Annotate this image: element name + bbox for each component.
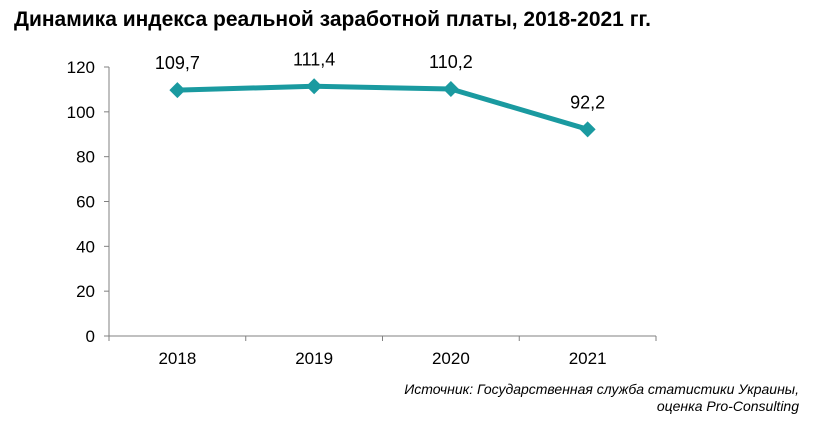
y-tick-label: 0 xyxy=(86,327,95,346)
data-label: 109,7 xyxy=(155,53,200,73)
y-tick-label: 40 xyxy=(76,237,95,256)
source-line-2: оценка Pro-Consulting xyxy=(656,398,799,414)
series-line-group xyxy=(169,78,596,138)
source-line-1: Источник: Государственная служба статист… xyxy=(404,381,799,397)
x-axis: 2018 2019 2020 2021 xyxy=(108,335,657,368)
x-tick-label: 2021 xyxy=(569,349,607,368)
data-point xyxy=(306,78,323,95)
data-labels: 109,7 111,4 110,2 92,2 xyxy=(155,49,605,112)
y-tick-label: 80 xyxy=(76,148,95,167)
y-tick-label: 120 xyxy=(67,58,95,77)
data-label: 111,4 xyxy=(293,49,335,69)
data-label: 92,2 xyxy=(570,92,605,112)
y-tick-label: 20 xyxy=(76,282,95,301)
x-tick-label: 2019 xyxy=(295,349,333,368)
y-tick-label: 60 xyxy=(76,193,95,212)
data-point xyxy=(169,82,186,99)
series-line xyxy=(174,83,591,132)
data-point xyxy=(442,80,459,97)
data-point xyxy=(579,121,596,138)
x-tick-label: 2018 xyxy=(158,349,196,368)
chart-title: Динамика индекса реальной заработной пла… xyxy=(14,8,651,31)
y-tick-label: 100 xyxy=(67,103,95,122)
source-note: Источник: Государственная служба статист… xyxy=(404,381,799,415)
data-label: 110,2 xyxy=(429,52,473,72)
y-axis: 0 20 40 60 80 100 120 xyxy=(67,58,110,346)
x-tick-label: 2020 xyxy=(432,349,470,368)
